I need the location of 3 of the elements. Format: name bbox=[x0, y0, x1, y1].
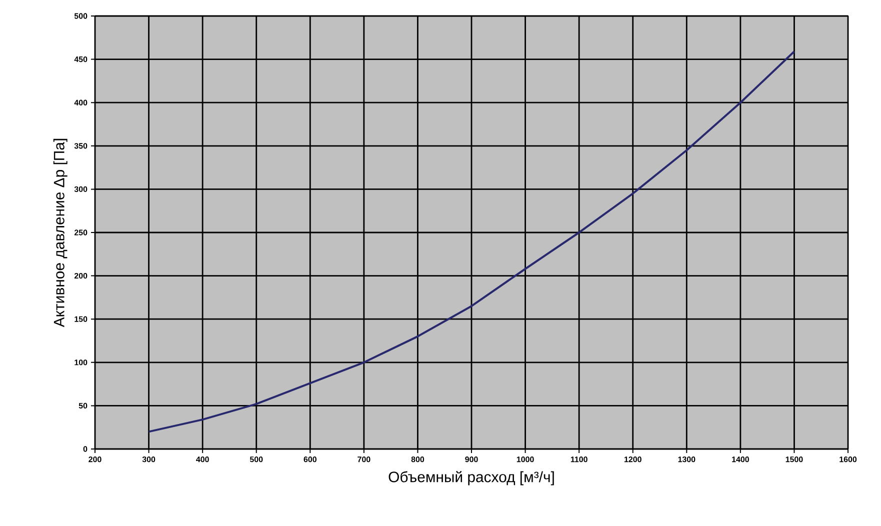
y-axis-title: Активное давление Δp [Па] bbox=[53, 138, 68, 328]
line-series bbox=[148, 50, 796, 433]
x-axis-title: Объемный расход [м³/ч] bbox=[388, 471, 554, 486]
